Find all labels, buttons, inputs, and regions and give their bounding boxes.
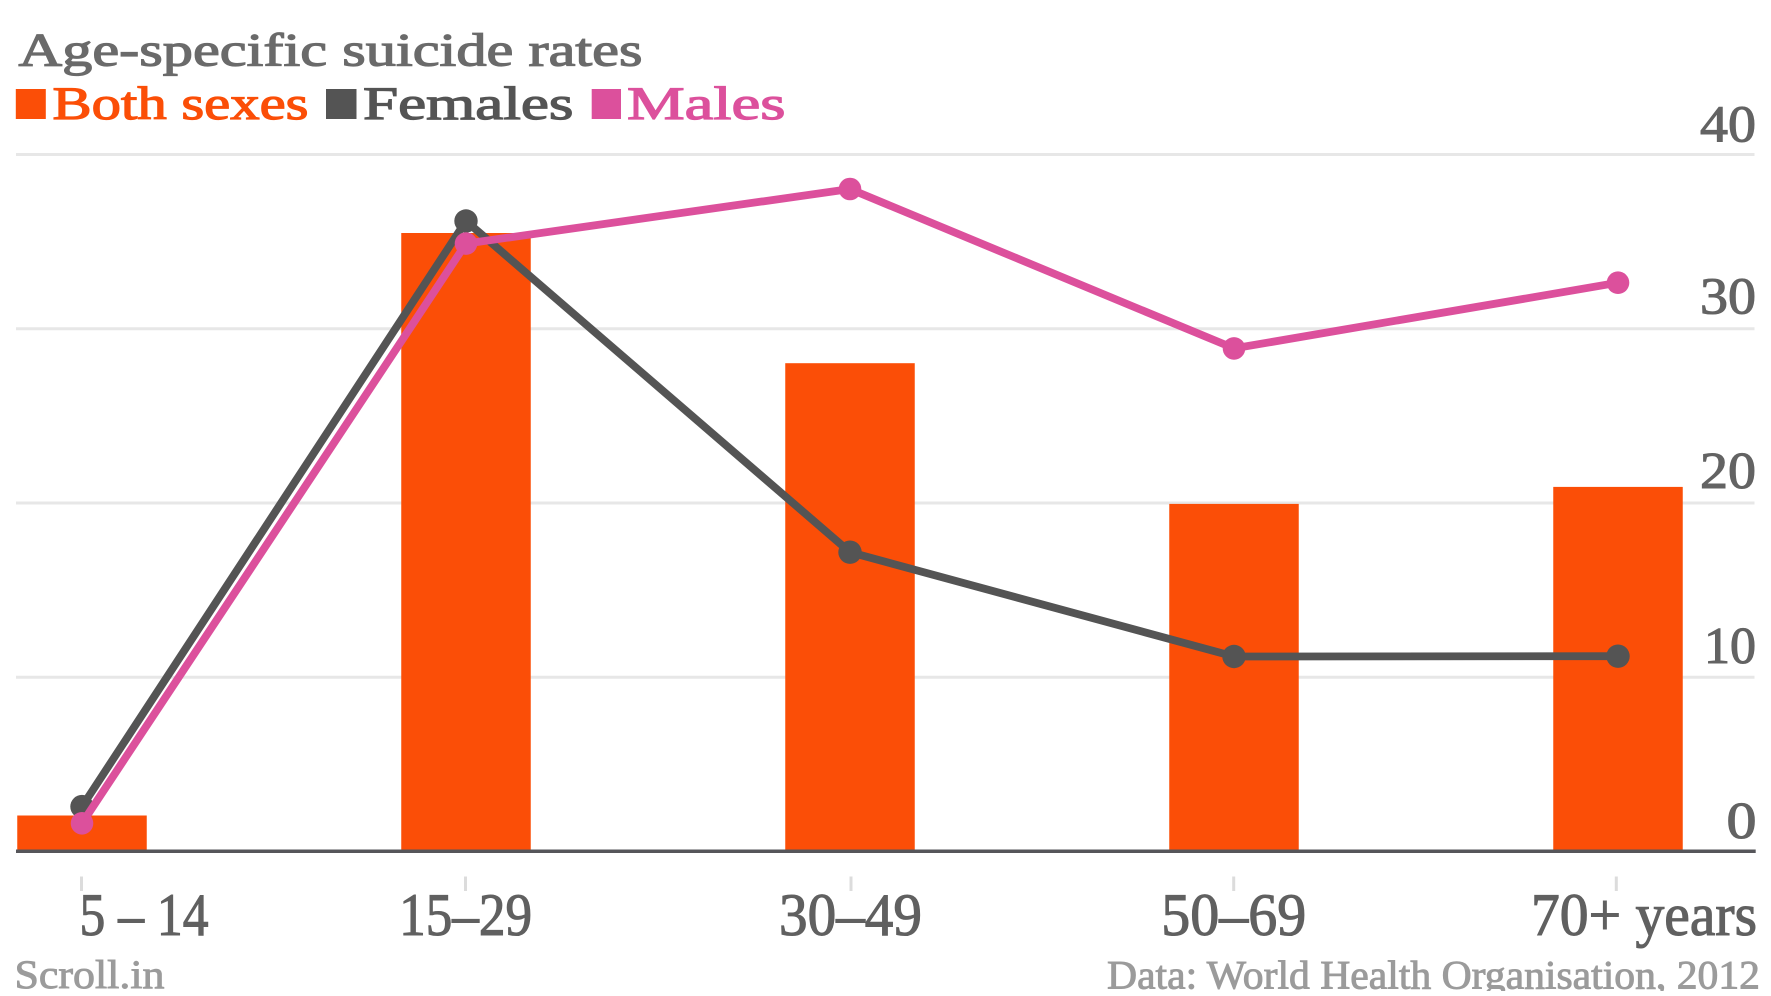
svg-text:10: 10 xyxy=(1704,618,1756,675)
svg-text:Females: Females xyxy=(363,78,574,130)
svg-text:50–69: 50–69 xyxy=(1161,882,1306,948)
svg-text:20: 20 xyxy=(1700,443,1756,500)
svg-text:15–29: 15–29 xyxy=(399,882,532,948)
svg-text:0: 0 xyxy=(1727,793,1757,850)
svg-text:Scroll.in: Scroll.in xyxy=(15,952,165,991)
svg-text:70+ years: 70+ years xyxy=(1531,882,1757,948)
svg-text:Males: Males xyxy=(627,78,786,130)
svg-text:Both sexes: Both sexes xyxy=(53,78,309,130)
svg-text:Age-specific suicide rates: Age-specific suicide rates xyxy=(19,25,643,77)
svg-text:30: 30 xyxy=(1700,268,1756,325)
svg-text:5 – 14: 5 – 14 xyxy=(80,882,209,948)
svg-text:Data: World Health Organisatio: Data: World Health Organisation, 2012 xyxy=(1107,953,1760,992)
svg-text:40: 40 xyxy=(1700,97,1756,154)
svg-text:30–49: 30–49 xyxy=(779,882,922,948)
